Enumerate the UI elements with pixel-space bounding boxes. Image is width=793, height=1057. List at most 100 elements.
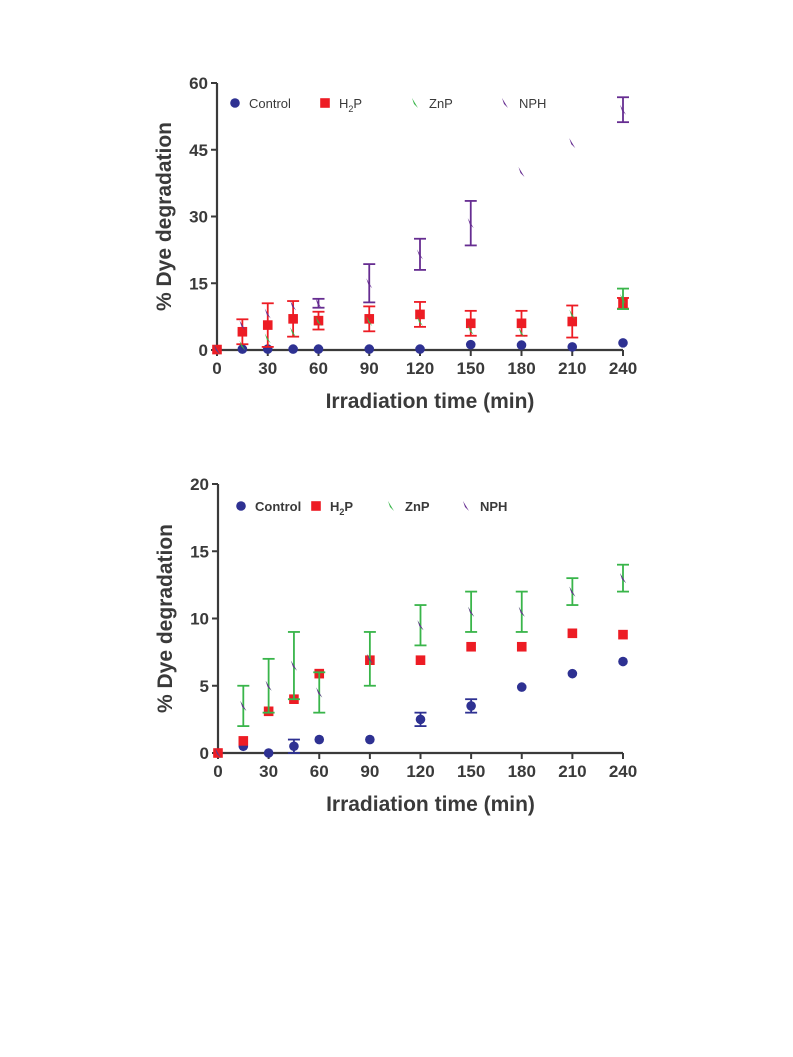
data-point bbox=[365, 734, 375, 745]
y-tick-label: 30 bbox=[189, 208, 208, 227]
data-point bbox=[239, 320, 246, 331]
data-point bbox=[516, 318, 527, 329]
x-tick-label: 90 bbox=[360, 359, 379, 378]
data-point bbox=[618, 338, 628, 348]
y-tick-label: 60 bbox=[189, 74, 208, 93]
x-tick-label: 240 bbox=[609, 359, 637, 378]
data-point bbox=[417, 249, 423, 260]
legend-label: NPH bbox=[519, 96, 546, 111]
legend: Control H2P ZnP NPH bbox=[236, 499, 507, 517]
data-point bbox=[262, 320, 273, 330]
x-tick-label: 180 bbox=[507, 359, 535, 378]
degradation-chart-top: 0 15 30 45 60 0 30 60 90 120 150 180 210 240 Irradiati… bbox=[153, 74, 637, 413]
legend-label: NPH bbox=[480, 499, 507, 514]
x-tick-label: 60 bbox=[309, 359, 328, 378]
x-tick-label: 180 bbox=[508, 762, 536, 781]
data-point bbox=[417, 316, 423, 327]
data-point bbox=[290, 300, 297, 311]
data-point bbox=[288, 344, 298, 354]
legend-label: Control bbox=[249, 96, 291, 111]
legend-label: Control bbox=[255, 499, 301, 514]
data-point bbox=[237, 344, 248, 354]
series-control bbox=[212, 338, 628, 355]
x-tick-label: 150 bbox=[457, 359, 485, 378]
data-point bbox=[618, 629, 628, 640]
data-point bbox=[415, 655, 426, 665]
series-h2p bbox=[213, 628, 628, 758]
data-point bbox=[465, 318, 476, 329]
x-tick-label: 210 bbox=[558, 359, 586, 378]
data-point bbox=[239, 340, 246, 351]
data-point bbox=[620, 573, 626, 584]
data-point bbox=[465, 339, 476, 350]
data-point bbox=[313, 315, 324, 326]
series-nph bbox=[215, 573, 626, 758]
data-point bbox=[264, 333, 271, 344]
legend-marker bbox=[230, 98, 240, 108]
data-point bbox=[620, 293, 626, 304]
legend-marker bbox=[412, 98, 418, 108]
data-point bbox=[567, 668, 578, 679]
data-point bbox=[466, 641, 476, 652]
data-point bbox=[289, 741, 299, 752]
legend-label: ZnP bbox=[405, 499, 430, 514]
data-point bbox=[466, 701, 476, 711]
legend-marker bbox=[311, 501, 321, 511]
y-tick-label: 15 bbox=[189, 274, 208, 293]
series-nph bbox=[214, 96, 629, 355]
data-point bbox=[237, 326, 248, 337]
series-control bbox=[213, 656, 628, 758]
x-tick-label: 30 bbox=[259, 762, 278, 781]
data-point bbox=[516, 641, 527, 652]
data-point bbox=[264, 308, 271, 319]
series-znp bbox=[214, 287, 629, 355]
data-point bbox=[364, 314, 375, 324]
data-point bbox=[467, 218, 474, 229]
x-tick-label: 150 bbox=[457, 762, 485, 781]
data-point bbox=[468, 606, 475, 617]
data-point bbox=[620, 104, 626, 115]
data-point bbox=[516, 340, 527, 350]
data-point bbox=[364, 344, 375, 354]
data-point bbox=[265, 680, 272, 691]
data-point bbox=[518, 327, 525, 338]
x-tick-label: 60 bbox=[310, 762, 329, 781]
y-axis-title: % Dye degradation bbox=[153, 122, 176, 311]
data-point bbox=[215, 748, 221, 758]
data-point bbox=[238, 736, 249, 746]
data-point bbox=[366, 278, 373, 289]
x-tick-label: 240 bbox=[609, 762, 637, 781]
x-tick-label: 30 bbox=[258, 359, 277, 378]
data-point bbox=[263, 748, 274, 758]
y-tick-label: 0 bbox=[199, 341, 208, 360]
legend-marker bbox=[388, 501, 394, 511]
data-point bbox=[569, 138, 576, 149]
data-point bbox=[314, 734, 325, 745]
x-tick-label: 120 bbox=[406, 762, 434, 781]
data-point bbox=[415, 309, 425, 320]
data-point bbox=[415, 344, 425, 354]
data-point bbox=[288, 314, 298, 324]
data-point bbox=[415, 714, 426, 725]
y-tick-label: 20 bbox=[190, 475, 209, 494]
data-point bbox=[467, 324, 474, 335]
x-tick-label: 120 bbox=[406, 359, 434, 378]
x-tick-label: 90 bbox=[360, 762, 379, 781]
y-tick-label: 15 bbox=[190, 542, 209, 561]
x-tick-label: 0 bbox=[212, 359, 221, 378]
data-point bbox=[366, 316, 373, 327]
data-point bbox=[516, 682, 527, 692]
y-tick-label: 10 bbox=[190, 610, 209, 629]
data-point bbox=[569, 309, 576, 320]
data-point bbox=[313, 344, 324, 354]
y-axis-title: % Dye degradation bbox=[154, 524, 177, 713]
y-tick-label: 0 bbox=[200, 744, 209, 763]
data-point bbox=[567, 342, 578, 352]
legend-marker bbox=[320, 98, 330, 108]
legend: Control H2P ZnP NPH bbox=[230, 96, 546, 114]
data-point bbox=[518, 606, 525, 617]
x-axis-title: Irradiation time (min) bbox=[326, 793, 535, 816]
legend-marker bbox=[502, 98, 508, 108]
x-tick-label: 210 bbox=[558, 762, 586, 781]
data-point bbox=[290, 327, 297, 338]
